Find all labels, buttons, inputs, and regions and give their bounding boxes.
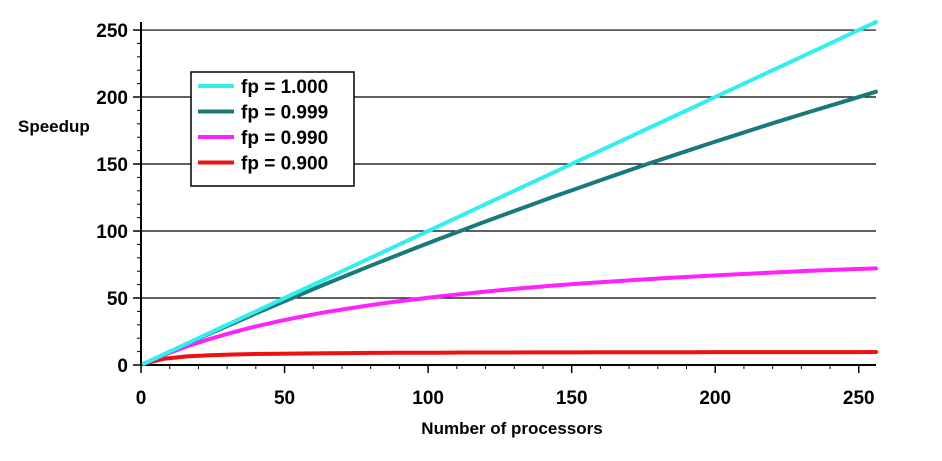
legend-label-0: fp = 1.000	[241, 77, 328, 98]
series-line-0	[141, 20, 878, 366]
y-tick-label: 250	[96, 21, 128, 42]
y-axis-title: Speedup	[18, 117, 90, 136]
legend-box	[190, 71, 355, 187]
y-tick-label: 100	[96, 222, 128, 243]
x-tick-label: 150	[556, 388, 588, 409]
x-tick-label: 0	[136, 388, 147, 409]
legend-label-2: fp = 0.990	[241, 128, 328, 149]
legend: fp = 1.000 fp = 0.999 fp = 0.990 fp = 0.900	[190, 71, 355, 187]
series-line-2	[141, 266, 878, 366]
tick-layer: 0 50 100 150 200 250 0 50 100 150 200 250	[96, 21, 874, 409]
series-layer	[141, 20, 878, 366]
y-tick-label: 50	[107, 289, 128, 310]
x-tick-label: 250	[843, 388, 875, 409]
legend-label-1: fp = 0.999	[241, 103, 328, 124]
legend-label-3: fp = 0.900	[241, 154, 328, 175]
x-tick-label: 100	[412, 388, 444, 409]
x-tick-label: 200	[699, 388, 731, 409]
series-line-1	[141, 89, 878, 366]
x-axis-title: Number of processors	[421, 419, 602, 438]
y-tick-label: 200	[96, 88, 128, 109]
x-tick-label: 50	[274, 388, 295, 409]
y-tick-label: 0	[117, 356, 128, 377]
axis-layer	[140, 22, 876, 366]
y-tick-label: 150	[96, 155, 128, 176]
series-line-3	[141, 350, 878, 366]
